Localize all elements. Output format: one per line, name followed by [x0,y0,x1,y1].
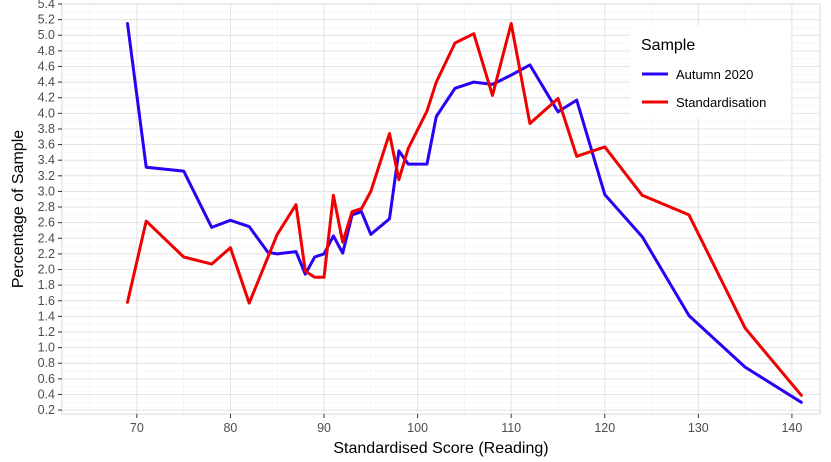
y-tick-label: 5.4 [38,0,55,11]
y-tick-label: 5.2 [38,13,55,27]
x-axis-ticks: 70 80 90 100 110 120 130 140 [130,414,802,435]
x-axis-title: Standardised Score (Reading) [333,440,548,457]
y-axis-title: Percentage of Sample [10,130,27,288]
y-tick-label: 1.8 [38,278,55,292]
grid-minor [62,4,820,414]
series-line-autumn-2020 [126,22,803,404]
legend-entries: Autumn 2020 Standardisation [642,67,766,110]
legend-title: Sample [641,37,695,54]
y-tick-label: 1.4 [38,309,55,323]
series-lines [126,22,803,404]
y-tick-label: 4.6 [38,59,55,73]
x-tick-label: 90 [317,421,331,435]
y-tick-label: 0.6 [38,372,55,386]
y-tick-label: 4.2 [38,91,55,105]
y-tick-label: 0.8 [38,356,55,370]
plot-panel-border [61,3,821,415]
x-tick-label: 110 [501,421,521,435]
y-tick-label: 4.0 [38,106,55,120]
x-tick-label: 140 [781,421,802,435]
series-line-standardisation [126,22,803,397]
legend-label: Standardisation [676,95,766,110]
y-tick-label: 4.8 [38,44,55,58]
y-tick-label: 1.0 [38,341,55,355]
x-tick-label: 80 [223,421,237,435]
y-tick-label: 4.4 [38,75,55,89]
y-tick-label: 5.0 [38,28,55,42]
y-tick-label: 2.6 [38,216,55,230]
y-tick-label: 2.4 [38,231,55,245]
y-tick-label: 1.6 [38,294,55,308]
y-tick-label: 2.2 [38,247,55,261]
x-tick-label: 120 [594,421,615,435]
x-tick-label: 130 [688,421,709,435]
y-tick-label: 0.4 [38,387,55,401]
legend-label: Autumn 2020 [676,67,753,82]
y-tick-label: 3.4 [38,153,55,167]
grid-major [62,3,820,414]
y-tick-label: 3.0 [38,184,55,198]
y-axis-ticks: 0.2 0.40.6 0.81.0 1.2 1.41.6 1.82.0 2.2 2.42.6 2… [38,0,62,417]
y-tick-label: 3.2 [38,169,55,183]
y-tick-label: 1.2 [38,325,55,339]
y-tick-label: 0.2 [38,403,55,417]
y-tick-label: 3.6 [38,138,55,152]
y-tick-label: 2.0 [38,263,55,277]
y-tick-label: 3.8 [38,122,55,136]
x-tick-label: 70 [130,421,144,435]
x-tick-label: 100 [407,421,428,435]
y-tick-label: 2.8 [38,200,55,214]
legend: Sample Autumn 2020 Standardisation [630,26,790,118]
